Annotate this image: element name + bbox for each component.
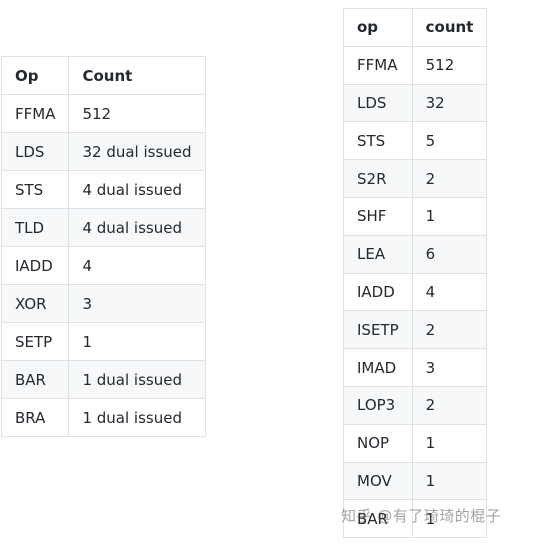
table-row: STS 4 dual issued <box>0 170 206 209</box>
table-row: SETP 1 <box>0 322 206 361</box>
count-cell: 5 <box>411 121 488 161</box>
op-cell: IADD <box>343 272 413 312</box>
table-row: XOR 3 <box>0 284 206 323</box>
op-cell: BAR <box>0 360 70 399</box>
count-cell: 3 <box>411 348 488 387</box>
table-row: FFMA 512 <box>343 45 488 85</box>
table-row: S2R 2 <box>343 159 488 198</box>
count-cell: 1 <box>411 196 488 236</box>
table-header-row: Op Count <box>0 56 206 95</box>
header-count: Count <box>68 56 206 95</box>
count-cell: 1 <box>68 322 206 361</box>
op-cell: STS <box>343 121 413 161</box>
op-cell: XOR <box>0 284 70 323</box>
count-cell: 4 dual issued <box>68 208 206 247</box>
table-row: MOV 1 <box>343 461 488 501</box>
table-row: LOP3 2 <box>343 385 488 425</box>
table-row: IADD 4 <box>343 272 488 312</box>
table-row: BAR 1 <box>343 499 488 539</box>
op-cell: IADD <box>0 246 70 285</box>
op-cell: NOP <box>343 423 413 463</box>
table-row: LDS 32 <box>343 83 488 123</box>
count-cell: 4 dual issued <box>68 170 206 209</box>
count-cell: 1 <box>411 423 488 463</box>
op-cell: MOV <box>343 461 413 501</box>
count-cell: 1 <box>411 499 488 539</box>
op-cell: S2R <box>343 159 413 198</box>
watermark: 知乎 @有了琦琦的棍子 <box>341 507 502 525</box>
header-op: op <box>343 8 413 47</box>
table-row: TLD 4 dual issued <box>0 208 206 247</box>
count-cell: 6 <box>411 234 488 274</box>
table-row: FFMA 512 <box>0 94 206 133</box>
count-cell: 2 <box>411 159 488 198</box>
left-op-count-table: Op Count FFMA 512 LDS 32 dual issued STS… <box>0 56 206 437</box>
count-cell: 4 <box>68 246 206 285</box>
op-cell: IMAD <box>343 348 413 387</box>
count-cell: 4 <box>411 272 488 312</box>
op-cell: LEA <box>343 234 413 274</box>
table-row: LDS 32 dual issued <box>0 132 206 171</box>
count-cell: 1 dual issued <box>68 360 206 399</box>
table-row: ISETP 2 <box>343 310 488 350</box>
op-cell: SHF <box>343 196 413 236</box>
op-cell: LDS <box>343 83 413 123</box>
count-cell: 2 <box>411 385 488 425</box>
count-cell: 32 <box>411 83 488 123</box>
table-header-row: op count <box>343 8 488 47</box>
table-row: LEA 6 <box>343 234 488 274</box>
header-count: count <box>411 8 488 47</box>
count-cell: 3 <box>68 284 206 323</box>
right-op-count-table: op count FFMA 512 LDS 32 STS 5 S2R 2 SHF… <box>343 8 488 539</box>
table-row: BRA 1 dual issued <box>0 398 206 437</box>
count-cell: 2 <box>411 310 488 350</box>
count-cell: 1 dual issued <box>68 398 206 437</box>
table-row: STS 5 <box>343 121 488 161</box>
count-cell: 1 <box>411 461 488 501</box>
op-cell: STS <box>0 170 70 209</box>
op-cell: LDS <box>0 132 70 171</box>
count-cell: 512 <box>68 94 206 133</box>
table-row: IADD 4 <box>0 246 206 285</box>
table-row: SHF 1 <box>343 196 488 236</box>
op-cell: ISETP <box>343 310 413 350</box>
table-row: BAR 1 dual issued <box>0 360 206 399</box>
count-cell: 512 <box>411 45 488 85</box>
op-cell: TLD <box>0 208 70 247</box>
header-op: Op <box>0 56 70 95</box>
op-cell: FFMA <box>0 94 70 133</box>
op-cell: BAR <box>343 499 413 539</box>
op-cell: FFMA <box>343 45 413 85</box>
op-cell: LOP3 <box>343 385 413 425</box>
count-cell: 32 dual issued <box>68 132 206 171</box>
table-row: NOP 1 <box>343 423 488 463</box>
table-row: IMAD 3 <box>343 348 488 387</box>
op-cell: BRA <box>0 398 70 437</box>
op-cell: SETP <box>0 322 70 361</box>
